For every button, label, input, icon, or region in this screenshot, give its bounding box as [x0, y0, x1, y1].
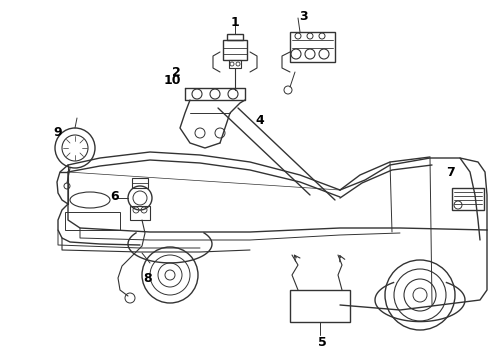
Text: 5: 5 — [318, 336, 326, 348]
Text: 9: 9 — [54, 126, 62, 139]
Text: 2: 2 — [172, 66, 180, 78]
Text: 10: 10 — [163, 73, 181, 86]
Text: 3: 3 — [299, 9, 307, 23]
Bar — [452, 188, 484, 210]
Text: 8: 8 — [144, 271, 152, 284]
Bar — [65, 212, 120, 230]
Bar — [290, 32, 335, 62]
Bar — [227, 34, 243, 40]
Text: 4: 4 — [256, 113, 265, 126]
Bar — [130, 206, 150, 220]
Bar — [223, 40, 247, 60]
Text: 7: 7 — [445, 166, 454, 179]
Bar — [290, 290, 350, 322]
Bar — [229, 60, 241, 68]
Bar — [132, 178, 148, 188]
Text: 6: 6 — [111, 189, 119, 202]
Text: 1: 1 — [231, 15, 240, 28]
